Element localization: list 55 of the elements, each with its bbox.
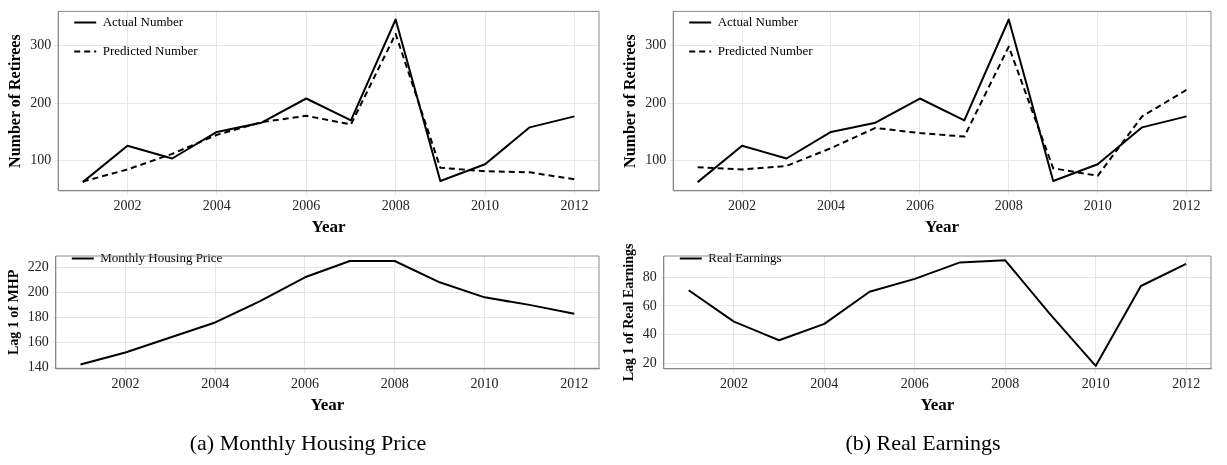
x-tick-label: 2010 xyxy=(1081,375,1110,391)
y-tick-label: 140 xyxy=(27,359,49,375)
x-axis-title: Year xyxy=(310,395,345,415)
x-tick-label: 2002 xyxy=(728,197,757,213)
x-tick-label: 2008 xyxy=(380,375,409,391)
y-tick-label: 220 xyxy=(27,258,49,274)
x-tick-label: 2012 xyxy=(1172,375,1201,391)
x-tick-label: 2008 xyxy=(381,197,410,213)
y-tick-label: 100 xyxy=(645,152,667,168)
y-tick-label: 200 xyxy=(645,94,667,110)
x-tick-label: 2006 xyxy=(905,197,934,213)
legend-label: Predicted Number xyxy=(717,42,814,58)
x-tick-label: 2002 xyxy=(719,375,748,391)
legend-label: Real Earnings xyxy=(708,249,782,265)
x-tick-label: 2004 xyxy=(816,197,845,213)
x-tick-label: 2006 xyxy=(900,375,929,391)
legend-label: Actual Number xyxy=(717,13,799,29)
y-tick-label: 40 xyxy=(642,326,657,342)
x-tick-label: 2010 xyxy=(471,197,500,213)
x-tick-label: 2002 xyxy=(113,197,142,213)
x-axis-title: Year xyxy=(925,217,960,237)
x-axis-title: Year xyxy=(920,395,955,415)
x-tick-label: 2008 xyxy=(994,197,1023,213)
x-tick-label: 2004 xyxy=(202,197,231,213)
x-tick-label: 2006 xyxy=(292,197,321,213)
y-tick-label: 180 xyxy=(27,309,49,325)
x-tick-label: 2012 xyxy=(560,375,589,391)
x-tick-label: 2006 xyxy=(290,375,319,391)
x-tick-label: 2012 xyxy=(1172,197,1201,213)
y-tick-label: 20 xyxy=(642,354,657,370)
x-tick-label: 2004 xyxy=(201,375,230,391)
x-axis-title: Year xyxy=(311,217,347,237)
y-tick-label: 60 xyxy=(642,297,657,313)
y-tick-label: 300 xyxy=(645,37,667,53)
text: (a) Monthly Housing Price xyxy=(188,430,428,456)
y-axis-title: Lag 1 of MHP xyxy=(6,269,22,355)
y-axis-title: Number of Retirees xyxy=(5,34,23,168)
text: (b) Real Earnings xyxy=(844,430,1002,456)
legend-label: Monthly Housing Price xyxy=(100,249,223,265)
y-tick-label: 160 xyxy=(27,334,49,350)
x-tick-label: 2008 xyxy=(991,375,1020,391)
x-tick-label: 2010 xyxy=(1083,197,1112,213)
x-tick-label: 2004 xyxy=(810,375,839,391)
y-tick-label: 80 xyxy=(642,269,657,285)
y-tick-label: 100 xyxy=(30,152,52,168)
legend-label: Predicted Number xyxy=(102,42,199,58)
y-tick-label: 300 xyxy=(30,37,52,53)
x-tick-label: 2002 xyxy=(111,375,140,391)
x-tick-label: 2012 xyxy=(560,197,589,213)
y-tick-label: 200 xyxy=(30,94,52,110)
y-tick-label: 200 xyxy=(27,284,49,300)
y-axis-title: Number of Retirees xyxy=(620,34,638,168)
y-axis-title: Lag 1 of Real Earnings xyxy=(621,243,637,382)
x-tick-label: 2010 xyxy=(470,375,499,391)
legend-label: Actual Number xyxy=(102,13,184,29)
